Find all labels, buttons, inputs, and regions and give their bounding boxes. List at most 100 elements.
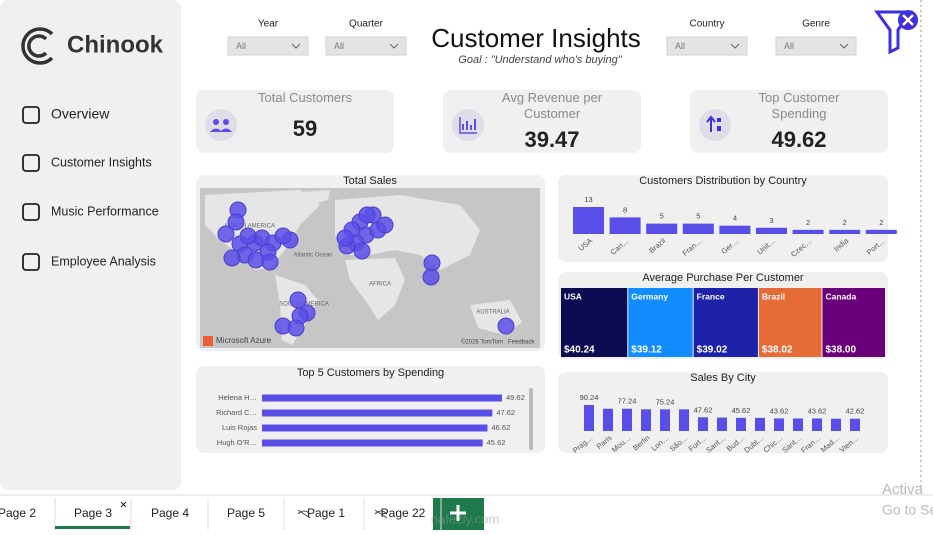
page-tab[interactable]: Page 3 bbox=[74, 498, 132, 530]
map-bubble bbox=[261, 253, 279, 271]
data-label: 8 bbox=[623, 205, 627, 214]
data-label: 49.62 bbox=[506, 393, 525, 402]
bar bbox=[831, 418, 841, 431]
chart-title: Average Purchase Per Customer bbox=[642, 272, 804, 284]
nav-icon bbox=[22, 203, 40, 221]
bar bbox=[698, 417, 708, 431]
map-bubble bbox=[223, 249, 241, 267]
data-label: 13 bbox=[584, 195, 592, 204]
map-label: AFRICA bbox=[369, 282, 391, 288]
map-copyright: ©2026 TomTom bbox=[461, 339, 503, 346]
kpi-label-box: Total Customers bbox=[258, 90, 352, 105]
data-label: 5 bbox=[660, 212, 664, 221]
bar bbox=[262, 394, 502, 402]
kpi-label-box: Avg Revenue per Customer bbox=[502, 90, 602, 121]
map-bubble bbox=[274, 227, 292, 245]
kpi-icon bbox=[452, 109, 484, 141]
chart-card bbox=[558, 175, 888, 262]
data-label: 90.24 bbox=[580, 393, 599, 402]
filter-label: Quarter bbox=[349, 19, 384, 30]
map-bubble bbox=[376, 216, 394, 234]
map-title: Total Sales bbox=[343, 175, 397, 187]
dropdown-value: All bbox=[675, 41, 685, 51]
page-tab[interactable]: Page 5 bbox=[227, 498, 285, 530]
kpi-card bbox=[690, 90, 888, 153]
bar bbox=[679, 409, 689, 431]
bar bbox=[792, 229, 824, 234]
nav-item[interactable]: Overview bbox=[22, 106, 110, 124]
tab-label: Page 5 bbox=[227, 506, 265, 520]
nav-item[interactable]: Customer Insights bbox=[22, 154, 152, 172]
treemap-tile bbox=[628, 288, 693, 357]
y-tick-label: Luis Rojas bbox=[222, 423, 257, 432]
treemap-tile bbox=[693, 288, 758, 357]
filter-dropdown[interactable]: All bbox=[325, 36, 407, 56]
bar bbox=[646, 223, 678, 234]
bar bbox=[573, 207, 604, 234]
page-tab[interactable]: Page 22 bbox=[374, 498, 442, 530]
map-bubble bbox=[422, 268, 440, 286]
nav-icon bbox=[22, 154, 40, 172]
page-tab[interactable]: Page 2 bbox=[0, 498, 56, 530]
kpi-label: Top Customer Spending bbox=[758, 90, 840, 121]
data-label: 3 bbox=[769, 216, 773, 225]
dropdown-box bbox=[325, 36, 407, 56]
bar bbox=[829, 229, 861, 234]
nav-item[interactable]: Music Performance bbox=[22, 203, 159, 221]
map-bubble bbox=[217, 225, 235, 243]
tile-label: Brazil bbox=[762, 291, 785, 301]
bar bbox=[736, 417, 746, 431]
map-bubble bbox=[247, 251, 265, 269]
filter-label: Year bbox=[258, 19, 279, 30]
bar bbox=[584, 405, 594, 431]
tile-label: Germany bbox=[631, 291, 668, 301]
data-label: 42.62 bbox=[846, 407, 865, 416]
treemap-tile bbox=[822, 288, 885, 357]
bar bbox=[717, 417, 727, 431]
data-label: 2 bbox=[843, 218, 847, 227]
map-bubble bbox=[497, 317, 515, 335]
clear-filters-button[interactable] bbox=[874, 10, 918, 55]
bar bbox=[262, 424, 488, 432]
map-feedback: Feedback bbox=[508, 340, 535, 346]
bar bbox=[262, 439, 483, 447]
kpi-icon bbox=[699, 109, 731, 141]
bar bbox=[865, 229, 897, 234]
dropdown-box bbox=[227, 36, 309, 56]
nav-icon bbox=[22, 253, 40, 271]
data-label: 47.62 bbox=[694, 405, 713, 414]
y-tick-label: Hugh O'R… bbox=[217, 438, 257, 447]
filter-dropdown[interactable]: All bbox=[775, 36, 857, 56]
data-label: 45.62 bbox=[487, 438, 506, 447]
kpi-value: 49.62 bbox=[771, 127, 826, 152]
map-label: AUSTRALIA bbox=[476, 310, 509, 316]
nav-item[interactable]: Employee Analysis bbox=[22, 253, 156, 271]
filter-dropdown[interactable]: All bbox=[227, 36, 309, 56]
page-subtitle: Goal : "Understand who's buying" bbox=[458, 54, 622, 66]
dropdown-value: All bbox=[784, 41, 794, 51]
dropdown-value: All bbox=[236, 41, 246, 51]
dropdown-arrow bbox=[291, 43, 301, 49]
bar bbox=[641, 409, 651, 431]
dropdown-value: All bbox=[334, 41, 344, 51]
tile-value: $39.12 bbox=[631, 345, 662, 356]
nav-label: Overview bbox=[51, 106, 110, 122]
page-tab[interactable]: Page 4 bbox=[151, 498, 209, 530]
treemap-tile bbox=[561, 288, 628, 357]
kpi-card bbox=[443, 90, 641, 153]
bar bbox=[774, 418, 784, 431]
bar bbox=[609, 217, 641, 234]
tab-label: Page 3 bbox=[74, 506, 112, 520]
tab-label: Page 1 bbox=[307, 506, 345, 520]
dropdown-arrow bbox=[730, 43, 740, 49]
filter-label: Genre bbox=[802, 19, 830, 30]
map-bubble bbox=[239, 227, 257, 245]
map-bubble bbox=[336, 229, 354, 247]
kpi-value: 39.47 bbox=[524, 127, 579, 152]
filter-dropdown[interactable]: All bbox=[666, 36, 748, 56]
data-label: 2 bbox=[806, 218, 810, 227]
data-label: 47.62 bbox=[496, 408, 515, 417]
page-tab[interactable]: Page 1 bbox=[297, 498, 365, 530]
logo-text: Chinook bbox=[67, 31, 164, 58]
